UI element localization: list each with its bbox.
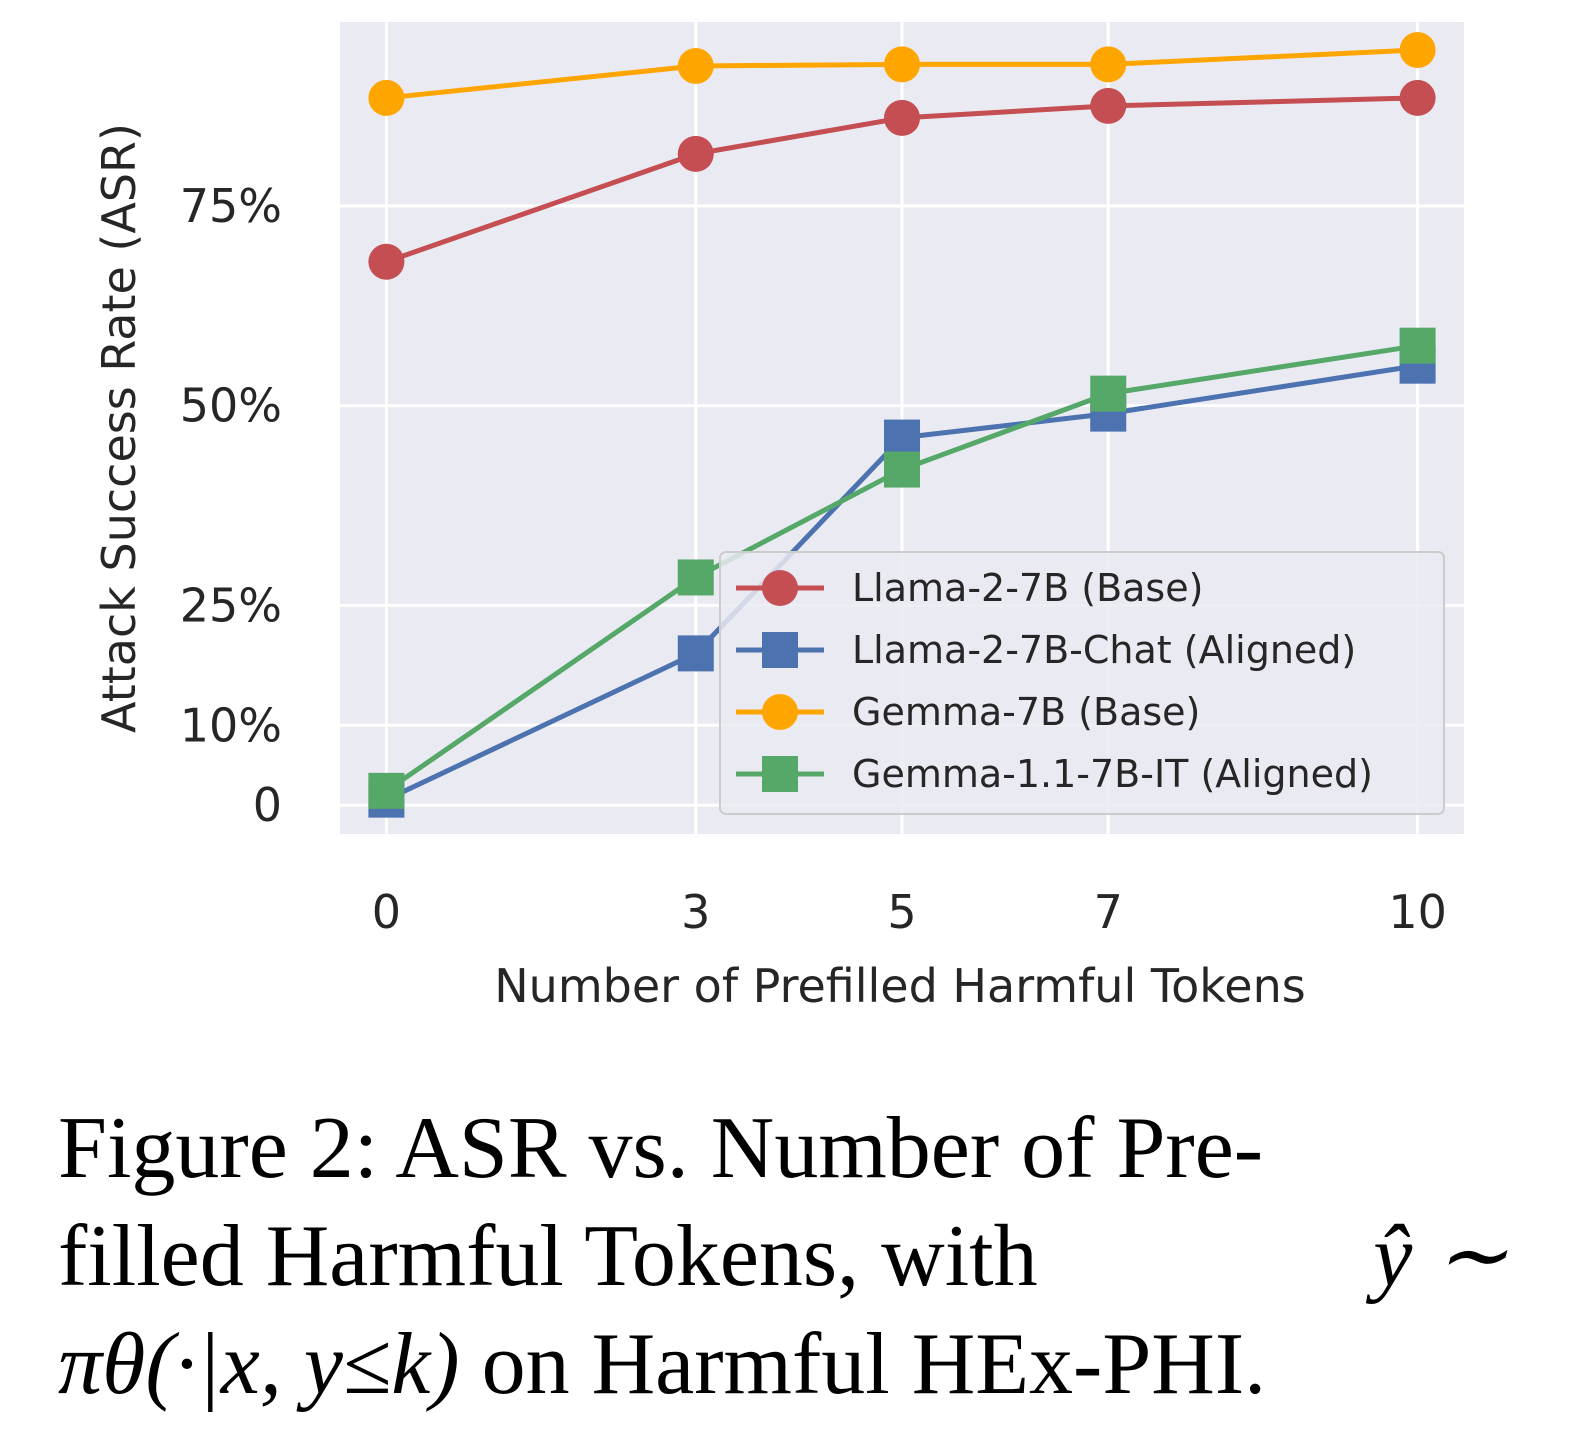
series-2-point-2 (884, 46, 920, 83)
series-3-point-2 (884, 451, 920, 488)
y-tick-label-1: 10% (180, 698, 282, 752)
legend-label-0: Llama-2-7B (Base) (852, 566, 1203, 610)
series-0-point-2 (884, 99, 920, 136)
caption-line-3: πθ(·|x, y≤k) on Harmful HEx-PHI. (58, 1311, 1508, 1419)
series-2 (368, 31, 1436, 116)
legend-marker-0 (762, 570, 798, 606)
series-3 (368, 327, 1436, 809)
caption-line-2-text: filled Harmful Tokens, with (58, 1208, 1038, 1305)
series-0-point-3 (1090, 87, 1127, 124)
series-3-point-4 (1399, 327, 1436, 364)
x-axis-label: Number of Prefilled Harmful Tokens (494, 959, 1305, 1013)
x-tick-label-0: 0 (372, 885, 401, 939)
legend-label-3: Gemma-1.1-7B-IT (Aligned) (852, 752, 1373, 796)
legend-marker-3 (762, 756, 798, 792)
y-tick-label-0: 0 (253, 778, 282, 832)
caption-line-2-math: ŷ ∼ (1373, 1208, 1508, 1305)
series-2-point-0 (368, 79, 405, 116)
caption-line-1: Figure 2: ASR vs. Number of Pre- (58, 1100, 1264, 1197)
series-1-point-2 (884, 419, 920, 456)
series-3-point-3 (1090, 375, 1127, 412)
legend-label-1: Llama-2-7B-Chat (Aligned) (852, 628, 1356, 672)
legend-marker-1 (762, 632, 798, 668)
legend-box (719, 551, 1445, 815)
caption-line-2: filled Harmful Tokens, with ŷ ∼ (58, 1203, 1508, 1311)
line-chart: 0 3 5 7 10 0 10% 25% 50% 75% Number of Prefilled… (92, 22, 1464, 1013)
series-0-point-0 (368, 243, 405, 280)
figure-caption: Figure 2: ASR vs. Number of Pre- filled … (58, 1095, 1508, 1419)
series-3-point-1 (677, 559, 714, 596)
x-tick-label-3: 7 (1094, 885, 1123, 939)
legend-marker-2 (762, 694, 798, 730)
y-tick-labels: 0 10% 25% 50% 75% (180, 179, 282, 832)
series-1-point-1 (677, 635, 714, 672)
caption-line-3-text: on Harmful HEx-PHI. (481, 1316, 1267, 1413)
legend-label-2: Gemma-7B (Base) (852, 690, 1200, 734)
x-tick-labels: 0 3 5 7 10 (372, 885, 1447, 939)
series-2-point-1 (677, 47, 714, 84)
series-layer (368, 31, 1436, 818)
y-axis-label: Attack Success Rate (ASR) (92, 123, 146, 733)
series-2-point-3 (1090, 46, 1127, 83)
series-0 (368, 79, 1436, 280)
x-tick-label-2: 5 (887, 885, 916, 939)
caption-line-3-math: πθ(·|x, y≤k) (58, 1316, 460, 1413)
legend: Llama-2-7B (Base) Llama-2-7B-Chat (Aligne… (719, 551, 1445, 815)
x-tick-label-4: 10 (1388, 885, 1447, 939)
y-tick-label-4: 75% (180, 179, 282, 233)
series-3-point-0 (368, 772, 405, 809)
series-0-point-4 (1399, 79, 1436, 116)
y-tick-label-2: 25% (180, 578, 282, 632)
series-2-point-4 (1399, 31, 1436, 68)
series-0-point-1 (677, 135, 714, 172)
x-tick-label-1: 3 (681, 885, 710, 939)
y-tick-label-3: 50% (180, 379, 282, 433)
